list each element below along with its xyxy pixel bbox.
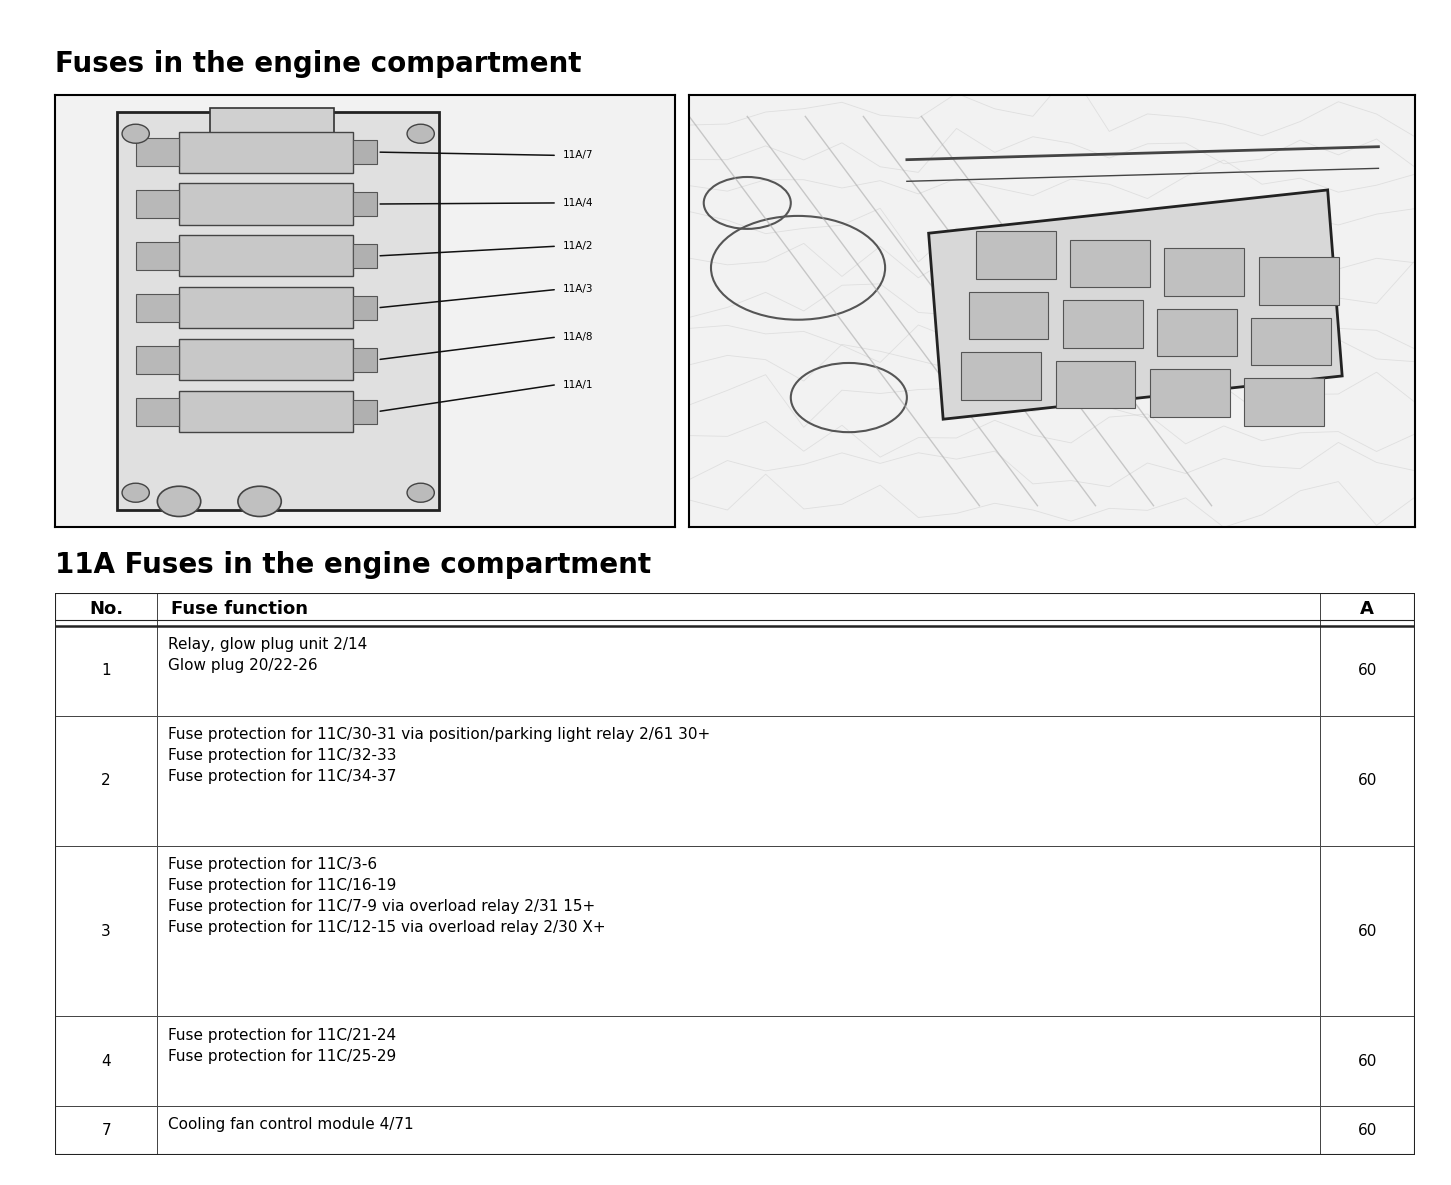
FancyBboxPatch shape — [136, 294, 178, 322]
Bar — [55, 626, 157, 716]
Text: 7: 7 — [102, 1123, 110, 1139]
FancyBboxPatch shape — [210, 108, 334, 134]
Text: Relay, glow plug unit 2/14
Glow plug 20/22-26: Relay, glow plug unit 2/14 Glow plug 20/… — [168, 638, 367, 673]
FancyBboxPatch shape — [136, 190, 178, 218]
Text: 60: 60 — [1358, 1123, 1377, 1139]
Text: A: A — [1360, 601, 1374, 619]
Bar — [55, 1017, 157, 1106]
FancyBboxPatch shape — [353, 399, 377, 423]
Text: 60: 60 — [1358, 773, 1377, 788]
FancyBboxPatch shape — [353, 348, 377, 372]
FancyBboxPatch shape — [1055, 360, 1135, 409]
Bar — [1319, 716, 1415, 846]
Bar — [1319, 626, 1415, 716]
Bar — [157, 626, 1319, 716]
FancyBboxPatch shape — [1156, 309, 1236, 357]
Circle shape — [408, 124, 434, 143]
FancyBboxPatch shape — [1069, 239, 1149, 287]
FancyBboxPatch shape — [136, 137, 178, 166]
FancyBboxPatch shape — [178, 339, 353, 380]
FancyBboxPatch shape — [178, 391, 353, 433]
Bar — [1319, 1106, 1415, 1155]
Text: Cooling fan control module 4/71: Cooling fan control module 4/71 — [168, 1117, 414, 1133]
FancyBboxPatch shape — [975, 231, 1055, 278]
Text: 11A Fuses in the engine compartment: 11A Fuses in the engine compartment — [55, 551, 651, 579]
Text: No.: No. — [89, 601, 123, 619]
Text: 60: 60 — [1358, 1053, 1377, 1069]
Text: 4: 4 — [102, 1053, 110, 1069]
FancyBboxPatch shape — [136, 397, 178, 425]
Text: 11A/7: 11A/7 — [563, 150, 593, 160]
FancyBboxPatch shape — [961, 352, 1042, 399]
Bar — [157, 716, 1319, 846]
Text: Fuse protection for 11C/3-6
Fuse protection for 11C/16-19
Fuse protection for 11: Fuse protection for 11C/3-6 Fuse protect… — [168, 857, 605, 935]
FancyBboxPatch shape — [353, 140, 377, 164]
Text: Fuse function: Fuse function — [171, 601, 308, 619]
FancyBboxPatch shape — [969, 292, 1048, 339]
Bar — [157, 1106, 1319, 1155]
FancyBboxPatch shape — [118, 113, 440, 510]
FancyBboxPatch shape — [178, 184, 353, 224]
FancyBboxPatch shape — [1245, 378, 1323, 425]
Circle shape — [238, 486, 281, 517]
Circle shape — [122, 124, 149, 143]
Bar — [55, 716, 157, 846]
Text: Fuses in the engine compartment: Fuses in the engine compartment — [55, 50, 582, 78]
FancyBboxPatch shape — [178, 132, 353, 173]
Text: 11A/8: 11A/8 — [563, 332, 593, 342]
FancyBboxPatch shape — [1251, 318, 1332, 365]
Bar — [157, 846, 1319, 1017]
Text: 3: 3 — [102, 923, 110, 939]
Bar — [55, 846, 157, 1017]
Text: Fuse protection for 11C/21-24
Fuse protection for 11C/25-29: Fuse protection for 11C/21-24 Fuse prote… — [168, 1027, 396, 1064]
Text: 1: 1 — [102, 664, 110, 678]
FancyBboxPatch shape — [178, 287, 353, 328]
FancyBboxPatch shape — [1258, 257, 1338, 305]
Bar — [1319, 592, 1415, 626]
FancyBboxPatch shape — [1062, 300, 1143, 348]
Text: Fuse protection for 11C/30-31 via position/parking light relay 2/61 30+
Fuse pro: Fuse protection for 11C/30-31 via positi… — [168, 726, 710, 784]
Bar — [157, 592, 1319, 626]
Bar — [1319, 846, 1415, 1017]
FancyBboxPatch shape — [178, 236, 353, 276]
FancyBboxPatch shape — [136, 346, 178, 373]
Polygon shape — [929, 190, 1342, 419]
FancyBboxPatch shape — [1164, 249, 1245, 296]
Bar — [55, 1106, 157, 1155]
Text: 60: 60 — [1358, 664, 1377, 678]
Circle shape — [122, 483, 149, 502]
FancyBboxPatch shape — [1149, 370, 1229, 417]
FancyBboxPatch shape — [136, 242, 178, 270]
Text: 11A/4: 11A/4 — [563, 198, 593, 207]
FancyBboxPatch shape — [353, 296, 377, 320]
Bar — [1319, 1017, 1415, 1106]
Text: 11A/2: 11A/2 — [563, 242, 593, 251]
Circle shape — [408, 483, 434, 502]
FancyBboxPatch shape — [353, 244, 377, 268]
FancyBboxPatch shape — [353, 192, 377, 216]
Bar — [55, 592, 157, 626]
Text: 11A/3: 11A/3 — [563, 284, 593, 294]
Bar — [157, 1017, 1319, 1106]
Circle shape — [157, 486, 200, 517]
Text: 11A/1: 11A/1 — [563, 379, 593, 390]
Text: 60: 60 — [1358, 923, 1377, 939]
Text: 2: 2 — [102, 773, 110, 788]
